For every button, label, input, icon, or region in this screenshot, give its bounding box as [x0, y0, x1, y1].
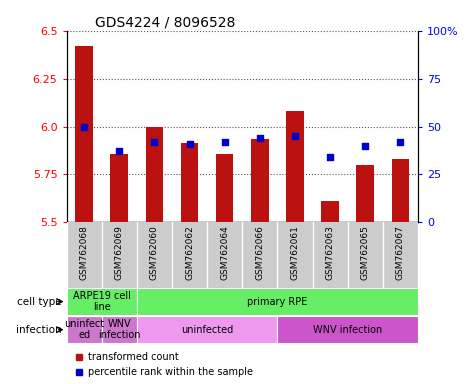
Text: WNV infection: WNV infection	[313, 324, 382, 335]
Bar	[145, 127, 163, 222]
Point	[80, 124, 88, 130]
Text: GSM762067: GSM762067	[396, 226, 405, 280]
Bar	[66, 288, 137, 315]
Point	[326, 154, 334, 160]
Point	[291, 133, 299, 139]
Point	[397, 139, 404, 145]
Bar	[110, 154, 128, 222]
Text: GSM762063: GSM762063	[326, 226, 334, 280]
Bar	[137, 288, 418, 315]
Point	[221, 139, 228, 145]
Bar	[75, 46, 93, 222]
Text: ARPE19 cell
line: ARPE19 cell line	[73, 291, 131, 313]
Text: GSM762066: GSM762066	[256, 226, 264, 280]
Point	[186, 141, 193, 147]
Bar	[277, 316, 418, 343]
Text: primary RPE: primary RPE	[247, 296, 308, 307]
Bar	[102, 316, 137, 343]
Text: GSM762061: GSM762061	[291, 226, 299, 280]
Bar	[356, 165, 374, 222]
Text: WNV
infection: WNV infection	[98, 319, 141, 341]
Bar	[66, 316, 102, 343]
Text: uninfect
ed: uninfect ed	[64, 319, 104, 341]
Bar	[216, 154, 233, 222]
Point	[256, 135, 264, 141]
Text: GSM762062: GSM762062	[185, 226, 194, 280]
Bar	[180, 143, 199, 222]
Text: cell type: cell type	[17, 296, 62, 307]
Text: GDS4224 / 8096528: GDS4224 / 8096528	[95, 16, 235, 30]
Text: GSM762069: GSM762069	[115, 226, 124, 280]
Text: GSM762060: GSM762060	[150, 226, 159, 280]
Bar	[251, 139, 269, 222]
Bar	[286, 111, 304, 222]
Point	[151, 139, 158, 145]
Legend: transformed count, percentile rank within the sample: transformed count, percentile rank withi…	[71, 349, 257, 381]
Bar	[391, 159, 409, 222]
Bar	[321, 201, 339, 222]
Text: GSM762064: GSM762064	[220, 226, 229, 280]
Point	[115, 148, 123, 154]
Text: GSM762068: GSM762068	[80, 226, 88, 280]
Text: infection: infection	[16, 324, 62, 335]
Point	[361, 142, 369, 149]
Text: GSM762065: GSM762065	[361, 226, 370, 280]
Bar	[137, 316, 277, 343]
Text: uninfected: uninfected	[181, 324, 233, 335]
